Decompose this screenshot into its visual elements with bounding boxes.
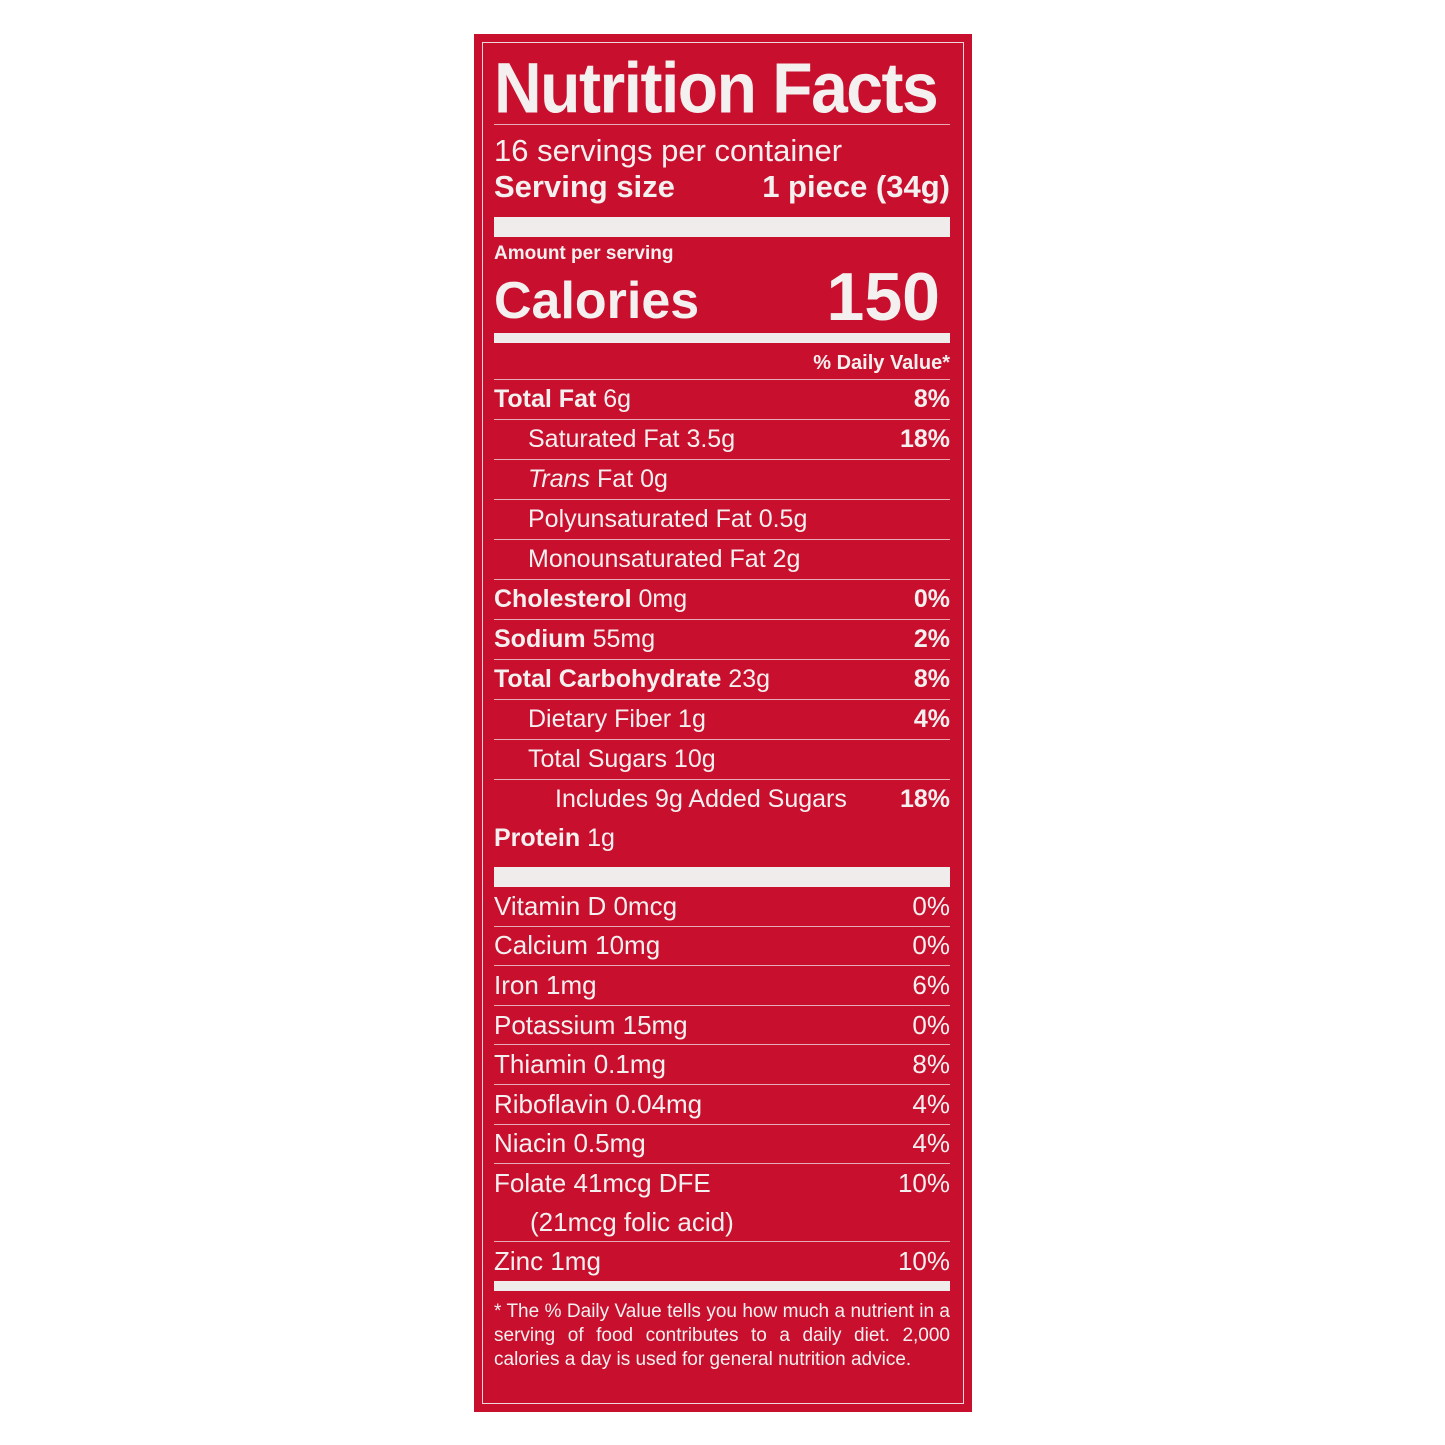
- vitamin-dv: 0%: [912, 1009, 950, 1040]
- title: Nutrition Facts: [494, 47, 939, 128]
- serving-size-value: 1 piece (34g): [762, 169, 950, 204]
- nutrient-name: Dietary Fiber: [528, 705, 672, 733]
- vitamin-label: Iron 1mg: [494, 969, 597, 1000]
- vitamin-label: Riboflavin 0.04mg: [494, 1088, 703, 1119]
- nutrient-dv: 18%: [899, 425, 950, 453]
- vitamin-label: Thiamin 0.1mg: [494, 1049, 666, 1080]
- nutrient-row-total-fat: Total Fat 6g 8%: [494, 379, 950, 419]
- vitamin-dv: 10%: [897, 1167, 950, 1198]
- serving-size-label: Serving size: [494, 169, 675, 204]
- vitamin-label: Potassium 15mg: [494, 1009, 688, 1040]
- nutrient-amount: 23g: [728, 665, 771, 693]
- nutrient-amount: 10g: [673, 745, 716, 773]
- vitamin-label: Niacin 0.5mg: [494, 1128, 646, 1159]
- nutrient-name: Cholesterol: [494, 585, 632, 613]
- vitamin-row: (21mcg folic acid): [494, 1203, 950, 1243]
- vitamin-row: Niacin 0.5mg 4%: [494, 1125, 950, 1165]
- nutrient-row-polyunsaturated-fat: Polyunsaturated Fat 0.5g: [494, 499, 950, 539]
- vitamin-dv: 0%: [912, 890, 950, 921]
- vitamin-label: (21mcg folic acid): [530, 1206, 734, 1237]
- vitamin-row: Vitamin D 0mcg 0%: [494, 887, 950, 927]
- vitamins-list: Vitamin D 0mcg 0% Calcium 10mg 0% Iron 1mg 6%…: [494, 887, 950, 1281]
- vitamin-row: Calcium 10mg 0%: [494, 927, 950, 967]
- label-content: Nutrition Facts 16 servings per containe…: [494, 34, 950, 1372]
- vitamin-label: Folate 41mcg DFE: [494, 1167, 711, 1198]
- nutrient-name-rest: Fat: [597, 465, 634, 493]
- daily-value-header: % Daily Value*: [813, 352, 950, 374]
- nutrient-name: Trans: [528, 465, 591, 493]
- calories-value: 150: [826, 259, 940, 335]
- vitamin-row: Zinc 1mg 10%: [494, 1242, 950, 1281]
- thick-divider: [494, 867, 950, 887]
- servings-per-container: 16 servings per container: [494, 133, 843, 168]
- nutrient-name: Protein: [494, 824, 581, 852]
- nutrition-facts-label: Nutrition Facts 16 servings per containe…: [474, 34, 972, 1412]
- nutrient-name: Total Fat: [494, 385, 597, 413]
- nutrient-name: Monounsaturated Fat: [528, 545, 766, 573]
- nutrient-row-sodium: Sodium 55mg 2%: [494, 619, 950, 659]
- vitamin-dv: 0%: [912, 930, 950, 961]
- vitamin-row: Thiamin 0.1mg 8%: [494, 1045, 950, 1085]
- vitamin-label: Calcium 10mg: [494, 930, 661, 961]
- vitamin-row: Potassium 15mg 0%: [494, 1006, 950, 1046]
- nutrient-row-total-sugars: Total Sugars 10g: [494, 739, 950, 779]
- nutrient-dv: 4%: [913, 705, 950, 733]
- nutrient-name: Polyunsaturated Fat: [528, 505, 752, 533]
- nutrient-name: Total Carbohydrate: [494, 665, 722, 693]
- nutrient-row-added-sugars: Includes 9g Added Sugars 18%: [494, 779, 950, 819]
- amount-per-serving: Amount per serving: [494, 243, 674, 264]
- vitamin-row: Riboflavin 0.04mg 4%: [494, 1085, 950, 1125]
- nutrient-row-monounsaturated-fat: Monounsaturated Fat 2g: [494, 539, 950, 579]
- nutrient-dv: 18%: [899, 785, 950, 813]
- nutrient-amount: 0g: [640, 465, 668, 493]
- nutrient-amount: 1g: [678, 705, 706, 733]
- vitamin-dv: 8%: [912, 1049, 950, 1080]
- inner-border: [482, 42, 964, 1404]
- thick-divider: [494, 217, 950, 237]
- nutrient-amount: 6g: [603, 385, 632, 413]
- calories-row: Calories 150: [494, 259, 950, 335]
- nutrient-dv: 8%: [913, 385, 950, 413]
- nutrient-amount: 2g: [772, 545, 801, 573]
- serving-size: Serving size 1 piece (34g): [494, 169, 950, 205]
- nutrient-dv: 0%: [913, 585, 950, 613]
- medium-divider: [494, 1280, 950, 1291]
- nutrient-name: Includes 9g Added Sugars: [555, 785, 847, 813]
- nutrient-amount: 3.5g: [686, 425, 736, 453]
- vitamin-dv: 10%: [897, 1246, 950, 1277]
- calories-label: Calories: [494, 272, 700, 330]
- vitamin-row: Folate 41mcg DFE 10%: [494, 1164, 950, 1203]
- nutrient-row-dietary-fiber: Dietary Fiber 1g 4%: [494, 699, 950, 739]
- vitamin-label: Vitamin D 0mcg: [494, 890, 678, 921]
- nutrient-amount: 55mg: [592, 625, 656, 653]
- nutrient-row-total-carbohydrate: Total Carbohydrate 23g 8%: [494, 659, 950, 699]
- vitamin-row: Iron 1mg 6%: [494, 966, 950, 1006]
- nutrient-row-trans-fat: Trans Fat 0g: [494, 459, 950, 499]
- nutrient-row-cholesterol: Cholesterol 0mg 0%: [494, 579, 950, 619]
- nutrient-amount: 0.5g: [758, 505, 808, 533]
- nutrient-name: Sodium: [494, 625, 586, 653]
- footnote: * The % Daily Value tells you how much a…: [494, 1300, 950, 1370]
- vitamin-dv: 4%: [912, 1088, 950, 1119]
- vitamin-dv: 6%: [912, 969, 950, 1000]
- nutrient-row-protein: Protein 1g: [494, 819, 950, 858]
- nutrient-row-saturated-fat: Saturated Fat 3.5g 18%: [494, 419, 950, 459]
- vitamin-label: Zinc 1mg: [494, 1246, 601, 1277]
- nutrient-dv: 2%: [913, 625, 950, 653]
- nutrient-amount: 0mg: [638, 585, 688, 613]
- divider: [494, 124, 950, 125]
- nutrient-name: Saturated Fat: [528, 425, 680, 453]
- vitamin-dv: 4%: [912, 1128, 950, 1159]
- nutrient-amount: 1g: [587, 824, 615, 852]
- medium-divider: [494, 333, 950, 343]
- nutrient-dv: 8%: [913, 665, 950, 693]
- nutrient-name: Total Sugars: [528, 745, 667, 773]
